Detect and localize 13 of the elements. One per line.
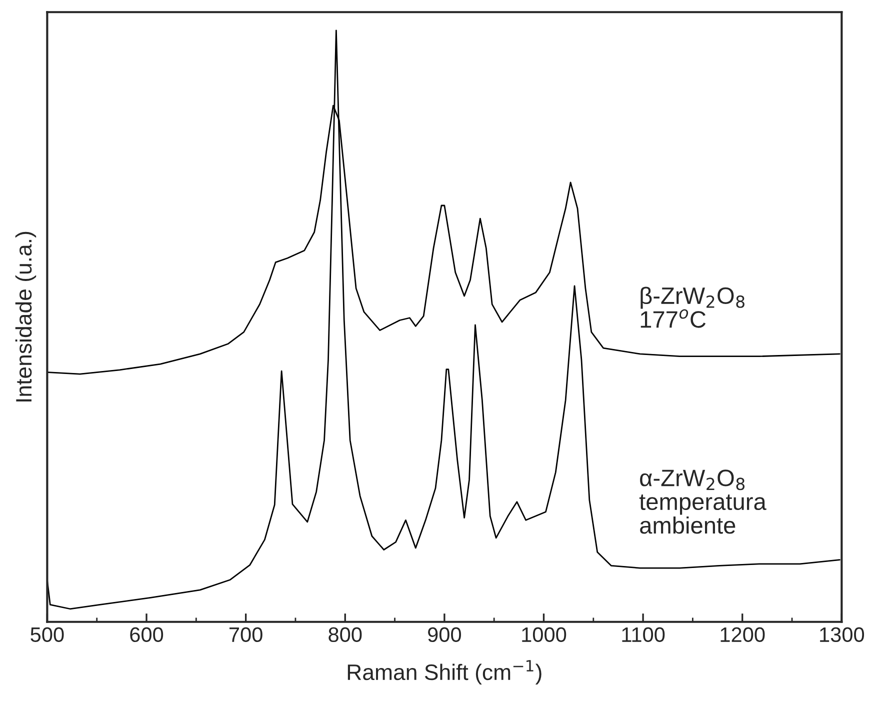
x-tick-label: 500 <box>30 627 64 642</box>
x-tick-label: 1000 <box>522 627 566 642</box>
x-tick-label: 1100 <box>622 627 665 642</box>
x-tick-label: 700 <box>230 627 262 642</box>
text: β-ZrW$_{2}$O$_{8}$ 177$^{o}$C <box>640 286 744 328</box>
x-tick-label: 1300 <box>820 627 864 642</box>
x-tick-label: 600 <box>130 627 164 642</box>
y-axis-title: Intensidade (u.a.) <box>15 232 36 402</box>
series-label: α-ZrW$_{2}$O$_{8}$ temperatura ambiente <box>639 470 766 534</box>
x-tick-label: 900 <box>428 627 461 642</box>
x-tick-label: 1200 <box>720 627 765 642</box>
x-axis-title: Raman Shift (cm$^{−1}$) <box>348 660 542 685</box>
x-tick-label: 800 <box>328 627 362 642</box>
